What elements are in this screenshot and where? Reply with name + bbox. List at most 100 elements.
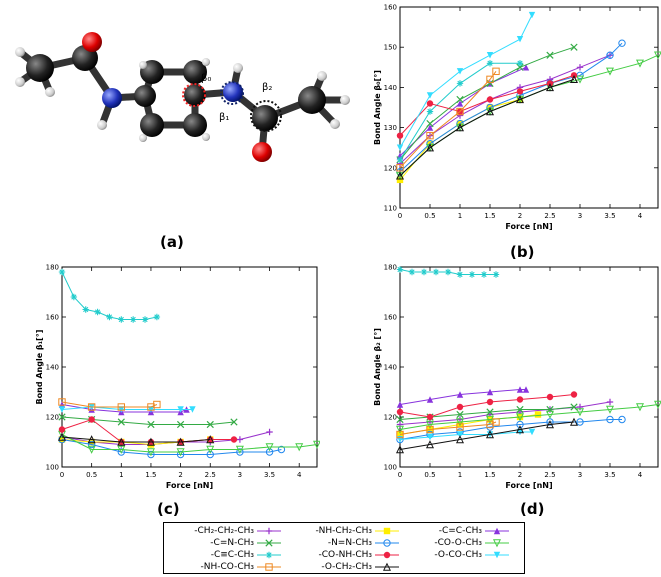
legend-item: -NH-CO-CH₃ bbox=[182, 560, 282, 574]
legend-label: -C=C-CH₃ bbox=[438, 526, 482, 536]
y-tick-label: 110 bbox=[384, 205, 397, 213]
x-tick-label: 2 bbox=[178, 471, 182, 479]
data-point bbox=[206, 420, 214, 429]
legend-swatch bbox=[485, 539, 509, 548]
data-point bbox=[486, 52, 494, 59]
data-point bbox=[58, 413, 66, 421]
x-tick-label: 0.5 bbox=[424, 471, 435, 479]
data-point bbox=[605, 67, 615, 76]
chart-c: 0 0.5 1 1.5 2 2.5 3 3.5 4 100 120 140 160 180 Force [n… bbox=[35, 264, 320, 490]
legend-marker bbox=[493, 551, 501, 559]
data-point bbox=[653, 400, 661, 409]
series-line bbox=[399, 78, 575, 177]
data-point bbox=[87, 440, 96, 449]
data-point bbox=[516, 386, 524, 393]
data-point bbox=[88, 416, 95, 423]
data-point bbox=[455, 123, 465, 132]
data-point bbox=[516, 60, 524, 67]
x-tick-label: 0 bbox=[398, 212, 402, 220]
data-point bbox=[575, 408, 585, 417]
x-tick-label: 1.5 bbox=[145, 471, 156, 479]
data-point bbox=[176, 448, 185, 457]
data-point bbox=[118, 316, 125, 323]
series-6 bbox=[58, 268, 161, 323]
data-point bbox=[606, 51, 614, 59]
data-point bbox=[635, 403, 645, 412]
data-point bbox=[236, 448, 244, 456]
x-tick-label: 3 bbox=[238, 471, 242, 479]
y-axis-label: Bond Angle β₀[°] bbox=[373, 70, 382, 145]
legend-marker bbox=[382, 562, 392, 571]
data-point bbox=[426, 131, 434, 140]
data-point bbox=[425, 440, 435, 449]
data-point bbox=[426, 92, 434, 99]
data-point bbox=[176, 420, 185, 429]
data-point bbox=[528, 11, 536, 19]
y-tick-label: 150 bbox=[384, 44, 397, 52]
data-point bbox=[236, 436, 244, 443]
y-tick-label: 140 bbox=[384, 364, 397, 372]
x-tick-label: 1.5 bbox=[484, 212, 495, 220]
data-point bbox=[426, 425, 434, 434]
x-tick-label: 1 bbox=[458, 212, 462, 220]
data-point bbox=[528, 428, 536, 436]
data-point bbox=[516, 35, 524, 43]
plot-frame bbox=[399, 6, 659, 209]
x-tick-label: 2.5 bbox=[544, 212, 555, 220]
y-tick-label: 100 bbox=[384, 464, 397, 472]
data-point bbox=[117, 445, 126, 454]
x-tick-label: 1 bbox=[119, 471, 123, 479]
data-point bbox=[396, 401, 404, 408]
legend-marker bbox=[493, 527, 501, 535]
panel-c-label: (c) bbox=[157, 500, 180, 518]
x-tick-label: 4 bbox=[638, 471, 643, 479]
legend-item: -C≡C-CH₃ bbox=[182, 548, 282, 562]
data-point bbox=[570, 43, 578, 51]
series-line bbox=[61, 436, 211, 443]
x-tick-label: 3.5 bbox=[604, 471, 615, 479]
legend-swatch bbox=[375, 539, 399, 547]
y-tick-label: 160 bbox=[384, 4, 397, 12]
series-line bbox=[399, 404, 659, 430]
data-point bbox=[177, 406, 184, 413]
data-point bbox=[396, 430, 404, 439]
x-tick-label: 3.5 bbox=[264, 471, 275, 479]
series-10 bbox=[395, 417, 579, 454]
data-point bbox=[426, 433, 434, 441]
data-point bbox=[176, 437, 185, 446]
x-axis-label: Force [nN] bbox=[166, 481, 213, 490]
legend-swatch bbox=[485, 551, 509, 559]
data-point bbox=[87, 445, 96, 454]
legend-swatch bbox=[257, 551, 281, 559]
data-point bbox=[606, 415, 614, 424]
data-point bbox=[456, 391, 464, 398]
data-point bbox=[426, 413, 434, 421]
legend-item: -C=N-CH₃ bbox=[182, 536, 282, 550]
legend-marker bbox=[383, 551, 391, 559]
y-tick-label: 100 bbox=[46, 464, 59, 472]
data-point bbox=[456, 119, 464, 128]
data-point bbox=[605, 405, 615, 414]
x-tick-label: 3 bbox=[578, 471, 582, 479]
x-tick-label: 3 bbox=[578, 212, 582, 220]
data-point bbox=[456, 271, 464, 278]
data-point bbox=[456, 403, 464, 411]
data-point bbox=[312, 440, 320, 449]
data-point bbox=[206, 435, 215, 444]
data-point bbox=[455, 435, 465, 444]
x-tick-label: 1.5 bbox=[484, 471, 495, 479]
series-7 bbox=[396, 72, 578, 139]
legend-label: -C=N-CH₃ bbox=[210, 538, 254, 548]
series-7 bbox=[396, 391, 578, 421]
data-point bbox=[486, 398, 494, 406]
legend-swatch bbox=[375, 551, 399, 559]
data-point bbox=[486, 75, 494, 84]
legend-label: -C≡C-CH₃ bbox=[210, 550, 254, 560]
data-point bbox=[266, 428, 273, 436]
y-tick-label: 140 bbox=[46, 364, 59, 372]
series-8 bbox=[396, 11, 536, 151]
data-point bbox=[545, 83, 555, 92]
data-point bbox=[486, 103, 494, 112]
data-point bbox=[153, 313, 161, 321]
plot-frame bbox=[399, 266, 659, 468]
